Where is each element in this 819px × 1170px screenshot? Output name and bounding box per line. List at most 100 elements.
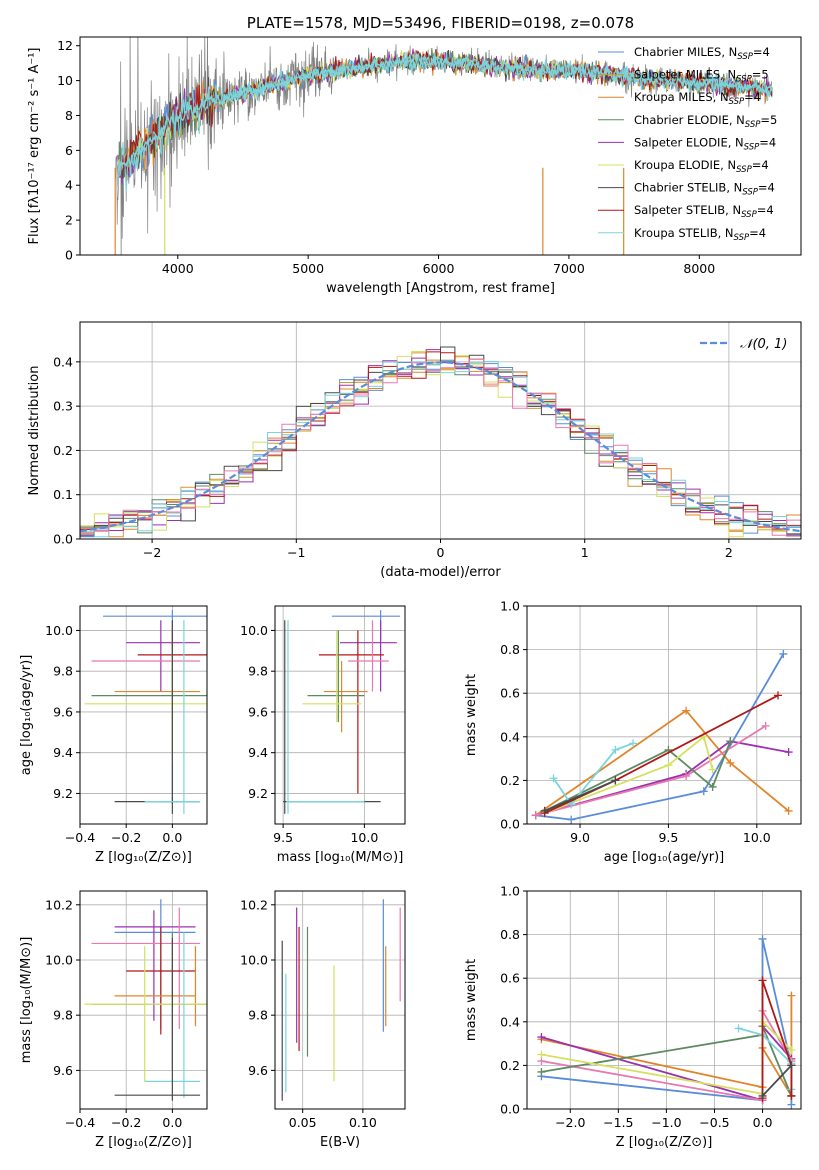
x-axis-label: age [log₁₀(age/yr)] (604, 850, 725, 865)
data-point (537, 1067, 546, 1076)
normal-curve (80, 361, 801, 533)
x-axis-label: Z [log₁₀(Z/Z⊙)] (616, 1135, 713, 1150)
axes-frame (79, 36, 802, 256)
x-tick-label: −0.2 (111, 830, 141, 845)
y-tick-label: 6 (65, 143, 73, 158)
data-point (708, 782, 717, 791)
x-tick-label: 10.0 (743, 830, 771, 845)
x-tick-label: −1.5 (603, 1115, 633, 1130)
series-line (544, 740, 732, 812)
plot-area (80, 891, 207, 1109)
data-point (787, 1061, 796, 1070)
x-axis-label: wavelength [Angstrom, rest frame] (326, 281, 555, 296)
data-point (787, 1046, 796, 1055)
y-tick-label: 0.2 (53, 443, 73, 458)
y-tick-label: 0.4 (500, 1014, 520, 1029)
x-tick-label: 0 (437, 545, 445, 560)
y-tick-label: 0.2 (500, 773, 520, 788)
y-tick-label: 0.4 (53, 354, 73, 369)
data-point (787, 991, 796, 1000)
y-tick-label: 10.0 (240, 952, 268, 967)
x-tick-label: 7000 (553, 261, 585, 276)
data-point (784, 806, 793, 815)
y-tick-label: 0.0 (53, 532, 73, 547)
y-tick-label: 9.8 (248, 1008, 268, 1023)
y-tick-label: 10.0 (45, 952, 73, 967)
data-point (629, 739, 638, 748)
y-tick-label: 10.2 (45, 897, 73, 912)
plot-area (80, 322, 801, 539)
panel-2: 𝒩(0, 1) −2 −1 0 1 2 0.0 0.1 0.2 0.3 0.4 (data-model… (27, 321, 802, 580)
y-tick-label: 9.6 (248, 704, 268, 719)
x-tick-label: 0.0 (162, 1115, 182, 1130)
x-tick-label: 10.0 (350, 830, 378, 845)
axes-frame (526, 605, 802, 825)
legend-entry: Kroupa STELIB, NSSP=4 (634, 226, 766, 243)
data-point (611, 776, 620, 785)
panel-1: Chabrier MILES, NSSP=4 Salpeter MILES, NS… (27, 14, 802, 296)
x-tick-label: −0.5 (699, 1115, 729, 1130)
x-tick-label: −0.2 (111, 1115, 141, 1130)
y-tick-label: 1.0 (500, 599, 520, 614)
data-point (734, 1024, 743, 1033)
series-line (761, 1064, 793, 1097)
y-tick-label: 0.8 (500, 927, 520, 942)
y-tick-label: 9.2 (248, 786, 268, 801)
x-tick-label: −0.4 (65, 1115, 95, 1130)
y-axis-label: mass weight (464, 674, 479, 756)
x-tick-label: 1 (581, 545, 589, 560)
x-axis-label: mass [log₁₀(M/M⊙)] (277, 850, 404, 865)
x-tick-label: −1.0 (651, 1115, 681, 1130)
data-point (708, 765, 717, 774)
y-tick-label: 9.4 (248, 745, 268, 760)
x-axis-label: Z [log₁₀(Z/Z⊙)] (95, 1135, 192, 1150)
data-point (779, 649, 788, 658)
y-tick-label: 0.6 (500, 971, 520, 986)
data-point (682, 772, 691, 781)
legend-entry: Chabrier ELODIE, NSSP=5 (634, 113, 777, 130)
axes-frame (526, 890, 802, 1110)
y-tick-label: 10 (57, 73, 73, 88)
x-tick-label: 9.5 (273, 830, 293, 845)
y-tick-label: 10.0 (45, 623, 73, 638)
x-tick-label: −0.4 (65, 830, 95, 845)
data-point (664, 761, 673, 770)
x-tick-label: 0.10 (349, 1115, 377, 1130)
y-tick-label: 4 (65, 178, 73, 193)
x-axis-label: (data-model)/error (380, 565, 501, 580)
x-tick-label: 9.5 (658, 830, 678, 845)
x-tick-label: −2 (143, 545, 161, 560)
panel-5: 9.0 9.5 10.0 0.0 0.2 0.4 0.6 0.8 1.0 age [log₁₀(a… (464, 599, 802, 865)
x-tick-label: −2.0 (555, 1115, 585, 1130)
data-point (611, 745, 620, 754)
data-point (758, 1091, 767, 1100)
x-axis-label: E(B-V) (320, 1135, 360, 1150)
y-axis-label: age [log₁₀(age/yr)] (19, 655, 34, 776)
data-point (699, 787, 708, 796)
data-point (761, 721, 770, 730)
y-tick-label: 9.6 (248, 1063, 268, 1078)
y-axis-label: Flux [fλ10⁻¹⁷ erg cm⁻² s⁻¹ A⁻¹] (27, 48, 42, 245)
data-point (774, 691, 783, 700)
legend-entry: Kroupa ELODIE, NSSP=4 (634, 158, 769, 175)
y-tick-label: 9.4 (53, 745, 73, 760)
legend-entry: Chabrier STELIB, NSSP=4 (634, 181, 775, 198)
y-tick-label: 10.0 (240, 623, 268, 638)
data-point (537, 1033, 546, 1042)
x-tick-label: −1 (287, 545, 305, 560)
y-tick-label: 0.0 (500, 1102, 520, 1117)
y-tick-label: 10.2 (240, 897, 268, 912)
y-tick-label: 8 (65, 108, 73, 123)
x-tick-label: 5000 (292, 261, 324, 276)
series-line (544, 779, 616, 812)
y-tick-label: 2 (65, 213, 73, 228)
legend: 𝒩(0, 1) (700, 337, 787, 352)
y-tick-label: 12 (57, 38, 73, 53)
plot-area (527, 891, 801, 1109)
y-tick-label: 0.1 (53, 487, 73, 502)
panel-3: −0.4 −0.2 0.0 9.2 9.4 9.6 9.8 10.0 Z [log₁₀(Z/Z⊙… (19, 605, 208, 865)
series-line (535, 653, 785, 821)
y-tick-label: 9.8 (53, 664, 73, 679)
data-point (787, 1091, 796, 1100)
